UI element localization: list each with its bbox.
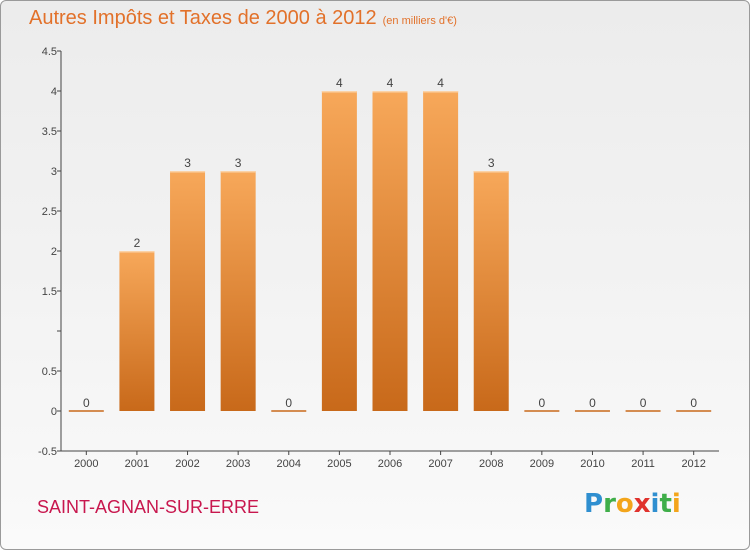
y-tick-label: 1.5 — [42, 286, 57, 298]
x-tick-label: 2002 — [175, 458, 199, 470]
bar-highlight — [321, 91, 357, 93]
bar — [423, 91, 459, 411]
bar — [119, 251, 155, 411]
bar — [321, 91, 357, 411]
bar-highlight — [423, 91, 459, 93]
bar-value-label: 3 — [488, 156, 495, 170]
y-tick-label: -0.5 — [38, 446, 57, 458]
x-tick-label: 2005 — [327, 458, 351, 470]
x-tick-label: 2000 — [74, 458, 98, 470]
bar-highlight — [220, 171, 256, 173]
proxiti-letter: i — [650, 489, 660, 519]
proxiti-logo[interactable]: Proxiti — [584, 489, 681, 519]
bar-value-label: 4 — [336, 76, 343, 90]
y-tick-label: 4 — [51, 86, 57, 98]
bar-value-label: 0 — [285, 396, 292, 410]
bar-value-label: 0 — [589, 396, 596, 410]
y-tick-label: 2.5 — [42, 206, 57, 218]
x-tick-label: 2003 — [226, 458, 250, 470]
bar — [372, 91, 408, 411]
bar-highlight — [372, 91, 408, 93]
bar-value-label: 0 — [690, 396, 697, 410]
proxiti-letter: x — [633, 489, 651, 519]
bar-highlight — [473, 171, 509, 173]
y-tick-label: 3.5 — [42, 126, 57, 138]
y-tick-label: 0.5 — [42, 366, 57, 378]
bar-value-label: 0 — [83, 396, 90, 410]
bar-highlight — [170, 171, 206, 173]
bar-value-label: 4 — [387, 76, 394, 90]
bar — [220, 171, 256, 411]
x-tick-label: 2009 — [530, 458, 554, 470]
chart-title: Autres Impôts et Taxes de 2000 à 2012 (en… — [29, 7, 457, 30]
bar — [473, 171, 509, 411]
bar-value-label: 0 — [640, 396, 647, 410]
x-tick-label: 2004 — [277, 458, 301, 470]
bar-value-label: 0 — [539, 396, 546, 410]
x-tick-label: 2012 — [681, 458, 705, 470]
y-tick-label: 3 — [51, 166, 57, 178]
chart-title-text: Autres Impôts et Taxes de 2000 à 2012 — [29, 7, 377, 29]
proxiti-letter: t — [659, 489, 672, 519]
bar-value-label: 2 — [134, 236, 141, 250]
bar-value-label: 4 — [437, 76, 444, 90]
x-tick-label: 2011 — [631, 458, 655, 470]
bar-value-label: 3 — [184, 156, 191, 170]
x-tick-label: 2007 — [428, 458, 452, 470]
bar — [170, 171, 206, 411]
proxiti-letter: o — [615, 489, 634, 519]
y-tick-label: 4.5 — [42, 46, 57, 58]
x-tick-label: 2001 — [125, 458, 149, 470]
x-tick-label: 2008 — [479, 458, 503, 470]
x-tick-label: 2006 — [378, 458, 402, 470]
bar-value-label: 3 — [235, 156, 242, 170]
proxiti-letter: r — [603, 489, 616, 519]
x-tick-label: 2010 — [580, 458, 604, 470]
bar-highlight — [119, 251, 155, 253]
chart-subtitle: (en milliers d'€) — [382, 15, 457, 27]
proxiti-letter: P — [584, 489, 604, 519]
y-tick-label: 2 — [51, 246, 57, 258]
y-tick-label: 0 — [51, 406, 57, 418]
proxiti-letter: i — [671, 489, 681, 519]
commune-name: SAINT-AGNAN-SUR-ERRE — [37, 497, 260, 517]
